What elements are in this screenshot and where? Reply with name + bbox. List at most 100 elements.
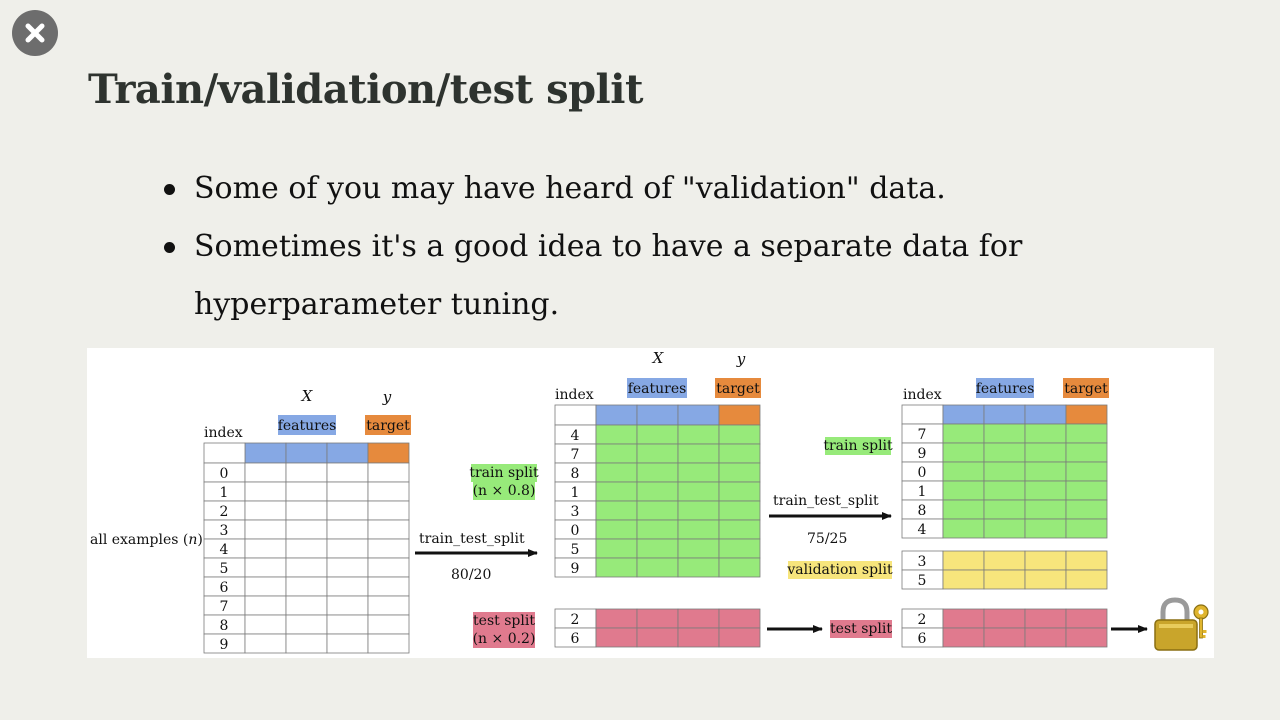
split-test-body-cell — [636, 627, 679, 648]
final-validation-body-cell — [1024, 569, 1067, 590]
final-validation-body-cell — [1065, 569, 1108, 590]
final-test-body-cell — [1024, 608, 1067, 629]
all-body-cell — [244, 557, 287, 578]
split-train-body-cell — [636, 519, 679, 540]
all-body-cell — [367, 576, 410, 597]
all-body-cell — [326, 519, 369, 540]
slide-title: Train/validation/test split — [88, 66, 643, 113]
final-train-body-cell — [983, 442, 1026, 463]
split-target-label: target — [716, 381, 760, 397]
final-test-body-cell — [1065, 608, 1108, 629]
all-body-cell — [285, 557, 328, 578]
split-train-body-cell — [718, 500, 761, 521]
final-train-body-cell — [1024, 423, 1067, 444]
key-tooth — [1202, 635, 1206, 638]
all-body-cell — [285, 462, 328, 483]
final-train-index-value: 9 — [918, 446, 927, 462]
first-split-ratio-label: 80/20 — [451, 567, 491, 583]
lock-shine — [1159, 624, 1193, 628]
split-y-label: y — [736, 350, 746, 368]
final-target-label-background — [1063, 378, 1109, 398]
split-header-cell — [718, 404, 761, 426]
all-body-cell — [367, 462, 410, 483]
all-y-label: y — [382, 388, 392, 406]
final-test-body-cell — [1065, 627, 1108, 648]
split-test-body-cell — [718, 608, 761, 629]
all-index-value: 8 — [220, 618, 229, 634]
split-train-body-cell — [677, 538, 720, 559]
final-train-body-cell — [1065, 461, 1108, 482]
all-body-cell — [367, 481, 410, 502]
final-validation-body-cell — [942, 550, 985, 571]
split-train-body-cell — [718, 538, 761, 559]
split-target-label-background — [715, 378, 761, 398]
split-train-index-value: 5 — [571, 542, 580, 558]
split-train-body-cell — [636, 481, 679, 502]
all-body-cell — [326, 538, 369, 559]
all-body-cell — [285, 481, 328, 502]
final-validation-body-cell — [942, 569, 985, 590]
split-train-body-cell — [677, 500, 720, 521]
split-test-index-value: 2 — [571, 612, 580, 628]
all-index-value: 2 — [220, 504, 229, 520]
final-train-body-cell — [1024, 518, 1067, 539]
split-train-body-cell — [677, 519, 720, 540]
all-body-cell — [367, 557, 410, 578]
final-train-split-label: train split — [823, 438, 893, 454]
final-train-body-cell — [1024, 480, 1067, 501]
final-test-body-cell — [983, 608, 1026, 629]
final-train-body-cell — [1065, 423, 1108, 444]
close-button[interactable] — [12, 10, 58, 56]
all-body-cell — [285, 576, 328, 597]
final-test-body-cell — [942, 608, 985, 629]
final-test-body-cell — [942, 627, 985, 648]
final-train-index-value: 8 — [918, 503, 927, 519]
final-header-cell — [1024, 404, 1067, 425]
final-train-body-cell — [983, 423, 1026, 444]
second-test-split-label: test split — [830, 621, 892, 637]
split-test-index-value: 6 — [571, 631, 580, 647]
close-icon — [25, 23, 45, 43]
split-test-body-cell — [718, 627, 761, 648]
split-train-body-cell — [718, 557, 761, 578]
all-body-cell — [244, 462, 287, 483]
all-body-cell — [285, 519, 328, 540]
train-split-fraction: (n × 0.8) — [473, 483, 536, 499]
all-body-cell — [367, 633, 410, 654]
key-hole — [1198, 609, 1204, 615]
split-header-cell — [636, 404, 679, 426]
all-body-cell — [244, 519, 287, 540]
final-train-body-cell — [1024, 461, 1067, 482]
final-test-index-value: 6 — [918, 631, 927, 647]
split-train-body-cell — [595, 519, 638, 540]
final-train-body-cell — [1065, 480, 1108, 501]
second-split-ratio-label: 75/25 — [807, 531, 847, 547]
all-corner-cell — [203, 442, 246, 464]
final-train-body-cell — [1065, 499, 1108, 520]
all-body-cell — [326, 576, 369, 597]
final-train-body-cell — [983, 480, 1026, 501]
split-test-body-cell — [595, 608, 638, 629]
split-train-index-value: 0 — [571, 523, 580, 539]
final-validation-body-cell — [1065, 550, 1108, 571]
split-index-label: index — [555, 387, 594, 403]
final-train-body-cell — [942, 461, 985, 482]
train-split-label-background — [471, 464, 537, 482]
all-index-value: 5 — [220, 561, 229, 577]
all-index-label: index — [204, 425, 243, 441]
split-train-index-value: 1 — [571, 485, 580, 501]
all-index-value: 1 — [220, 485, 229, 501]
all-body-cell — [326, 557, 369, 578]
final-validation-index-value: 5 — [918, 573, 927, 589]
all-body-cell — [244, 576, 287, 597]
final-corner-cell — [901, 404, 944, 425]
validation-split-label-background — [788, 561, 892, 579]
all-x-label: X — [301, 387, 314, 405]
all-body-cell — [244, 500, 287, 521]
split-train-body-cell — [595, 538, 638, 559]
split-train-body-cell — [595, 481, 638, 502]
final-test-index-value: 2 — [918, 612, 927, 628]
all-body-cell — [244, 595, 287, 616]
